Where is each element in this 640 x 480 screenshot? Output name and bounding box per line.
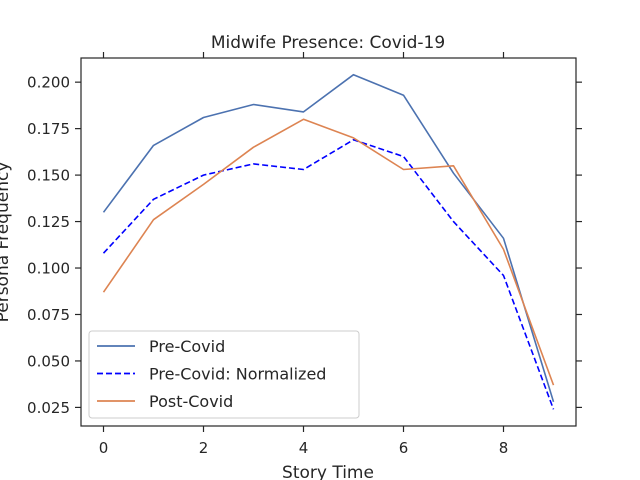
y-tick-label: 0.200 bbox=[27, 74, 70, 92]
series-line-pre-covid bbox=[102, 73, 555, 403]
plot-area bbox=[80, 57, 577, 427]
x-tick-label: 4 bbox=[299, 439, 309, 457]
legend-box bbox=[88, 330, 360, 419]
y-axis-label: Persona Frequency bbox=[0, 162, 13, 323]
y-tick-label: 0.125 bbox=[27, 213, 70, 231]
x-axis-label: Story Time bbox=[282, 463, 374, 480]
legend-label: Pre-Covid bbox=[149, 337, 225, 356]
y-tick-label: 0.100 bbox=[27, 260, 70, 278]
legend: Pre-Covid Pre-Covid: Normalized Post-Covid bbox=[88, 330, 360, 419]
series-line-pre-covid-normalized bbox=[102, 139, 555, 410]
y-axis: 0.025 0.050 0.075 0.100 0.125 0.150 0.175 0.200 bbox=[27, 74, 582, 417]
series-line-post-covid bbox=[102, 118, 555, 386]
y-tick-label: 0.150 bbox=[27, 167, 70, 185]
x-tick-label: 6 bbox=[399, 439, 409, 457]
legend-label: Post-Covid bbox=[149, 392, 233, 411]
x-tick-label: 2 bbox=[199, 439, 209, 457]
y-tick-label: 0.075 bbox=[27, 306, 70, 324]
y-tick-label: 0.175 bbox=[27, 120, 70, 138]
x-tick-label: 8 bbox=[499, 439, 509, 457]
x-axis: 0 2 4 6 8 bbox=[99, 52, 509, 457]
y-tick-label: 0.025 bbox=[27, 399, 70, 417]
series-layer bbox=[102, 73, 555, 410]
plot-frame bbox=[80, 57, 577, 427]
y-tick-label: 0.050 bbox=[27, 352, 70, 370]
x-tick-label: 0 bbox=[99, 439, 109, 457]
legend-label: Pre-Covid: Normalized bbox=[149, 365, 326, 384]
chart-title: Midwife Presence: Covid-19 bbox=[211, 33, 445, 53]
